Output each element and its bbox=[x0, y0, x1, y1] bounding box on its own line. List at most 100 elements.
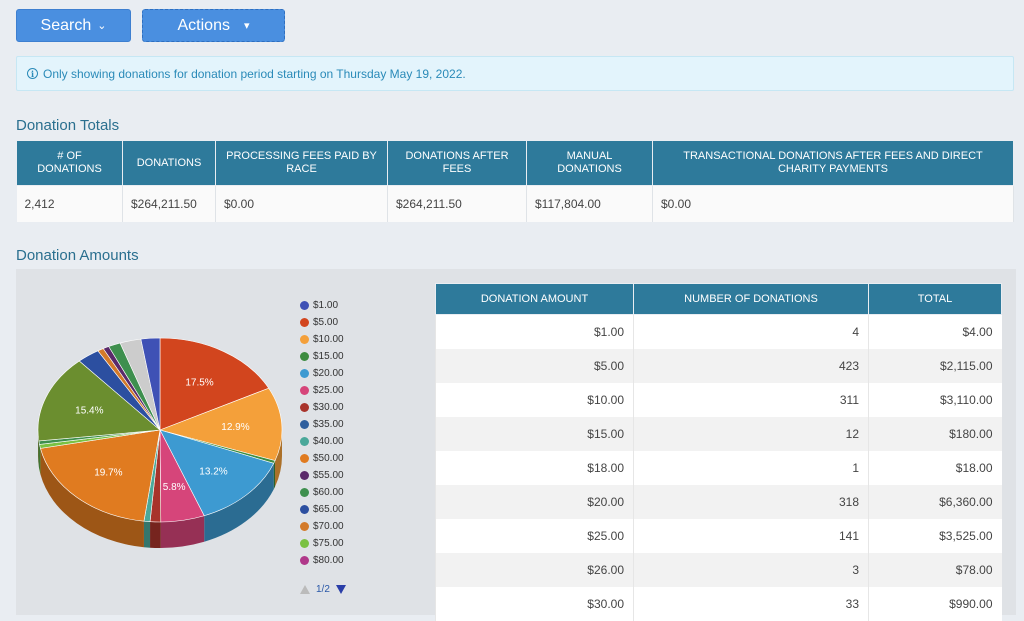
pie-slice-side bbox=[40, 448, 144, 548]
legend-label: $50.00 bbox=[313, 453, 344, 464]
pie-slice[interactable] bbox=[140, 337, 161, 431]
legend-swatch bbox=[300, 539, 309, 548]
legend-item[interactable]: $50.00 bbox=[300, 450, 344, 467]
table-cell: 1 bbox=[633, 450, 869, 485]
legend-label: $25.00 bbox=[313, 385, 344, 396]
totals-header: Donations after fees bbox=[387, 140, 527, 186]
actions-button-label: Actions bbox=[177, 16, 230, 34]
totals-header: Donations bbox=[122, 140, 216, 186]
legend-label: $70.00 bbox=[313, 521, 344, 532]
search-button[interactable]: Search ⌄ bbox=[16, 9, 131, 42]
table-row: $1.00 4 $4.00 bbox=[435, 314, 1002, 349]
legend-swatch bbox=[300, 454, 309, 463]
legend-pager: 1/2 bbox=[300, 584, 346, 595]
pie-slice[interactable] bbox=[37, 360, 161, 442]
legend-item[interactable]: $55.00 bbox=[300, 467, 344, 484]
table-cell: 3 bbox=[633, 552, 869, 587]
actions-button[interactable]: Actions ▾ bbox=[142, 9, 285, 42]
chevron-down-icon: ⌄ bbox=[97, 20, 107, 32]
legend-item[interactable]: $20.00 bbox=[300, 365, 344, 382]
table-cell: 311 bbox=[633, 382, 869, 417]
alert-text: Only showing donations for donation peri… bbox=[43, 66, 466, 81]
table-cell: $78.00 bbox=[868, 552, 1002, 587]
pie-slice-side bbox=[38, 430, 39, 467]
legend-item[interactable]: $40.00 bbox=[300, 433, 344, 450]
table-cell: $5.00 bbox=[435, 348, 634, 383]
table-cell: 141 bbox=[633, 518, 869, 553]
table-cell: 33 bbox=[633, 586, 869, 621]
pie-slice-label: 15.4% bbox=[75, 406, 103, 417]
legend-label: $5.00 bbox=[313, 317, 339, 328]
legend-label: $55.00 bbox=[313, 470, 344, 481]
legend-swatch bbox=[300, 318, 309, 327]
pie-slice-label: 13.2% bbox=[199, 466, 227, 477]
table-cell: $6,360.00 bbox=[868, 484, 1002, 519]
legend-item[interactable]: $10.00 bbox=[300, 331, 344, 348]
legend-swatch bbox=[300, 505, 309, 514]
table-cell: $10.00 bbox=[435, 382, 634, 417]
legend-item[interactable]: $60.00 bbox=[300, 484, 344, 501]
legend-prev-icon[interactable] bbox=[300, 585, 310, 594]
legend-swatch bbox=[300, 556, 309, 565]
table-cell: $3,110.00 bbox=[868, 382, 1002, 417]
legend-label: $30.00 bbox=[313, 402, 344, 413]
table-row: $26.00 3 $78.00 bbox=[435, 552, 1002, 587]
table-cell: $264,211.50 bbox=[122, 185, 216, 222]
table-cell: $18.00 bbox=[435, 450, 634, 485]
legend-item[interactable]: $75.00 bbox=[300, 535, 344, 552]
legend-label: $75.00 bbox=[313, 538, 344, 549]
legend-item[interactable]: $1.00 bbox=[300, 297, 344, 314]
amounts-header: Number of Donations bbox=[633, 283, 869, 315]
table-cell: 12 bbox=[633, 416, 869, 451]
pie-legend: $1.00 $5.00 $10.00 $15.00 $20.00 $25.00 $30.00… bbox=[300, 297, 344, 569]
caret-down-icon: ▾ bbox=[243, 20, 250, 32]
pie-slice-label: 12.9% bbox=[221, 422, 249, 433]
table-cell: $264,211.50 bbox=[387, 185, 527, 222]
legend-item[interactable]: $80.00 bbox=[300, 552, 344, 569]
donation-totals-table: # of donations Donations Processing fees… bbox=[16, 140, 1014, 222]
legend-swatch bbox=[300, 437, 309, 446]
legend-item[interactable]: $65.00 bbox=[300, 501, 344, 518]
donation-amounts-title: Donation Amounts bbox=[16, 247, 139, 264]
legend-page-indicator: 1/2 bbox=[316, 584, 330, 595]
pie-slice[interactable] bbox=[40, 429, 161, 522]
pie-slice-side bbox=[275, 430, 282, 487]
legend-swatch bbox=[300, 335, 309, 344]
pie-slice-label: 5.8% bbox=[163, 482, 186, 493]
table-cell: $18.00 bbox=[868, 450, 1002, 485]
table-cell: $25.00 bbox=[435, 518, 634, 553]
legend-label: $65.00 bbox=[313, 504, 344, 515]
legend-item[interactable]: $5.00 bbox=[300, 314, 344, 331]
table-cell: $4.00 bbox=[868, 314, 1002, 349]
legend-item[interactable]: $70.00 bbox=[300, 518, 344, 535]
table-cell: $20.00 bbox=[435, 484, 634, 519]
table-cell: 4 bbox=[633, 314, 869, 349]
legend-swatch bbox=[300, 386, 309, 395]
table-cell: $2,115.00 bbox=[868, 348, 1002, 383]
pie-slice-side bbox=[39, 444, 41, 475]
amounts-header: Donation Amount bbox=[435, 283, 634, 315]
legend-swatch bbox=[300, 522, 309, 531]
legend-label: $20.00 bbox=[313, 368, 344, 379]
totals-header: Transactional donations after fees and d… bbox=[652, 140, 1014, 186]
pie-slice[interactable] bbox=[159, 337, 270, 431]
pie-slice[interactable] bbox=[159, 387, 283, 461]
pie-slice[interactable] bbox=[159, 429, 275, 517]
info-alert: i Only showing donations for donation pe… bbox=[16, 56, 1014, 91]
table-row: $10.00 311 $3,110.00 bbox=[435, 382, 1002, 417]
table-row: $25.00 141 $3,525.00 bbox=[435, 518, 1002, 553]
legend-item[interactable]: $35.00 bbox=[300, 416, 344, 433]
legend-item[interactable]: $30.00 bbox=[300, 399, 344, 416]
legend-next-icon[interactable] bbox=[335, 585, 346, 594]
legend-swatch bbox=[300, 471, 309, 480]
table-cell: 423 bbox=[633, 348, 869, 383]
table-cell: 2,412 bbox=[16, 185, 123, 222]
pie-slice-label: 17.5% bbox=[185, 377, 213, 388]
legend-item[interactable]: $15.00 bbox=[300, 348, 344, 365]
pie-slice-side bbox=[143, 521, 151, 548]
legend-label: $40.00 bbox=[313, 436, 344, 447]
totals-header: Manual donations bbox=[526, 140, 653, 186]
table-cell: $15.00 bbox=[435, 416, 634, 451]
table-row: $20.00 318 $6,360.00 bbox=[435, 484, 1002, 519]
legend-item[interactable]: $25.00 bbox=[300, 382, 344, 399]
